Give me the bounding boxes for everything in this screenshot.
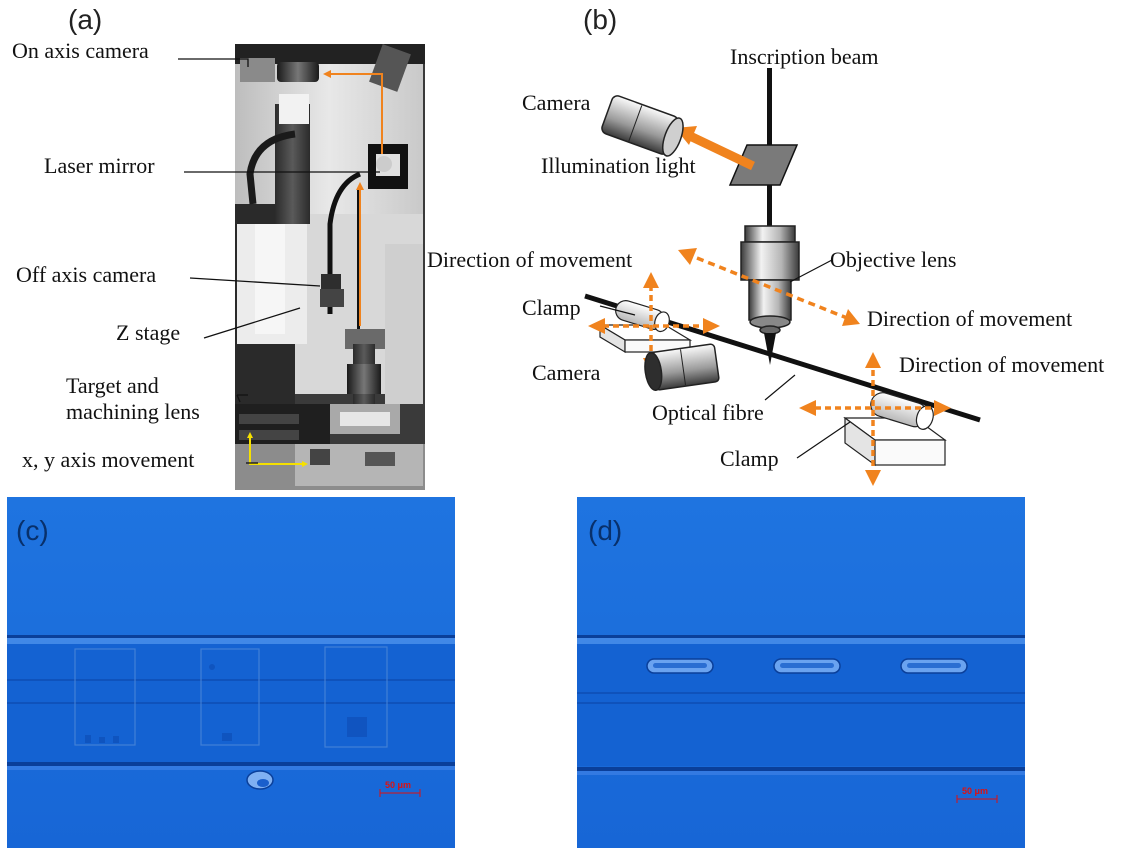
label-illumination-light: Illumination light xyxy=(541,153,696,178)
right-clamp-arrows xyxy=(815,370,935,470)
label-laser-mirror: Laser mirror xyxy=(44,153,155,178)
label-clamp-left: Clamp xyxy=(522,295,581,320)
panel-label-c: (c) xyxy=(16,515,49,546)
label-camera-bottom: Camera xyxy=(532,360,601,385)
illumination-mirror xyxy=(728,144,799,186)
micrograph-d-image: 50 μm xyxy=(577,497,1025,848)
label-target-line2: machining lens xyxy=(66,399,200,424)
label-objective-lens: Objective lens xyxy=(830,247,957,272)
micrograph-c-image: 50 μm xyxy=(7,497,455,848)
label-optical-fibre: Optical fibre xyxy=(652,400,764,425)
panel-label-b: (b) xyxy=(583,4,618,35)
panel-label-a: (a) xyxy=(68,4,103,35)
left-clamp-arrows xyxy=(603,285,705,360)
label-direction-right: Direction of movement xyxy=(867,306,1073,331)
rig-photo-illustration xyxy=(235,44,425,490)
label-inscription-beam: Inscription beam xyxy=(730,44,879,69)
label-direction-left: Direction of movement xyxy=(427,247,633,272)
panel-label-d: (d) xyxy=(588,515,623,546)
label-on-axis-camera: On axis camera xyxy=(12,38,149,63)
panel-a-photo xyxy=(235,44,425,490)
scale-bar-d-label: 50 μm xyxy=(962,786,988,796)
label-off-axis-camera: Off axis camera xyxy=(16,262,157,287)
panel-b-schematic xyxy=(584,68,981,486)
label-camera-top: Camera xyxy=(522,90,591,115)
panel-c-micrograph: 50 μm (c) xyxy=(7,497,455,848)
bottom-camera xyxy=(644,343,720,392)
scale-bar-c-label: 50 μm xyxy=(385,780,411,790)
panel-d-micrograph: 50 μm (d) xyxy=(577,497,1025,848)
top-camera xyxy=(601,95,684,157)
objective-lens xyxy=(740,225,800,365)
right-clamp xyxy=(843,392,947,467)
label-clamp-right: Clamp xyxy=(720,446,779,471)
label-z-stage: Z stage xyxy=(116,320,181,345)
objective-direction-arrow xyxy=(678,248,860,326)
label-target-line1: Target and xyxy=(66,373,159,398)
inscribed-features xyxy=(646,658,968,674)
label-direction-lower-right: Direction of movement xyxy=(899,352,1105,377)
label-xy-axis-movement: x, y axis movement xyxy=(22,447,195,472)
